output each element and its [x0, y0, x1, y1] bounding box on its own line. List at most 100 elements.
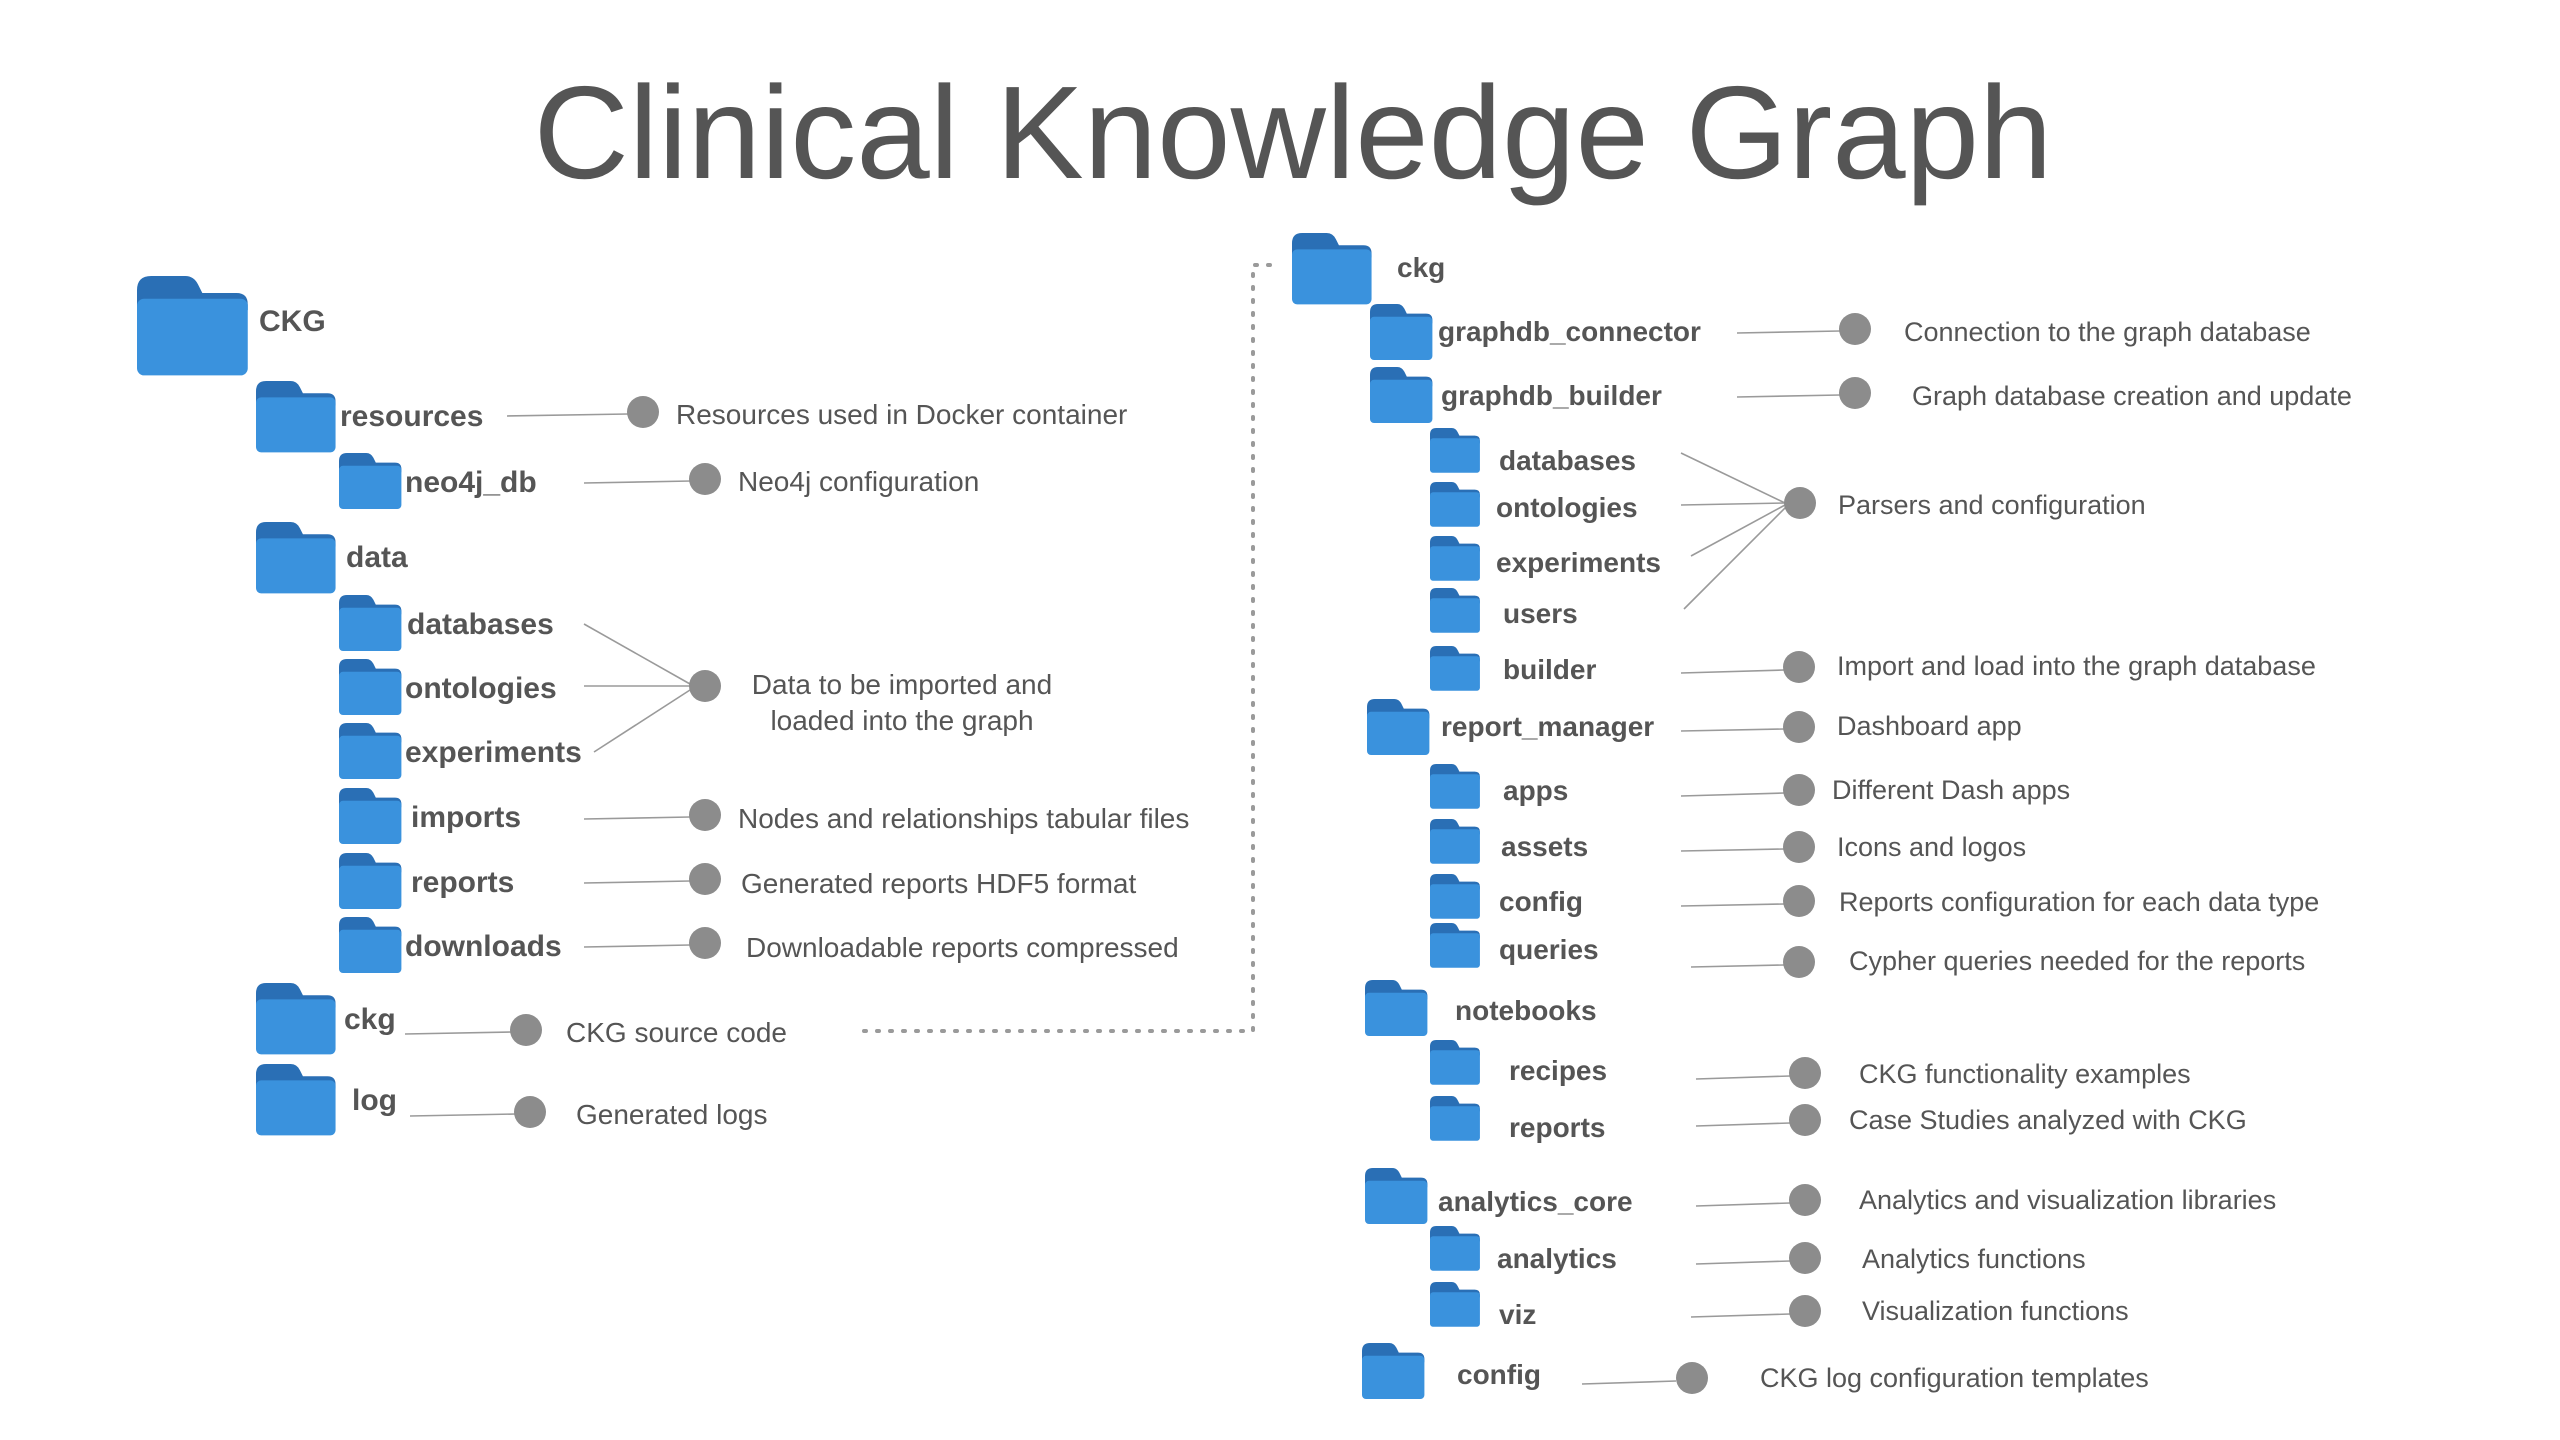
- folder-icon: [339, 917, 402, 973]
- connector-dot: [1783, 946, 1815, 978]
- desc-data-line2: loaded into the graph: [770, 705, 1033, 736]
- desc-neo4j-db: Neo4j configuration: [738, 466, 979, 497]
- connector-line: [593, 689, 691, 753]
- connector-line: [409, 1113, 517, 1117]
- connector-dot: [510, 1014, 542, 1046]
- connector-dot: [689, 463, 721, 495]
- folder-label-assets: assets: [1501, 831, 1588, 862]
- folder-icon: [1365, 980, 1428, 1036]
- connector-line: [1680, 452, 1786, 504]
- connector-dot: [1789, 1184, 1821, 1216]
- folder-icon: [1367, 699, 1430, 755]
- connector-line: [583, 816, 691, 820]
- desc-rm-config: Reports configuration for each data type: [1839, 887, 2319, 917]
- folder-icon: [339, 453, 402, 509]
- connector-line: [1581, 1380, 1677, 1385]
- folder-icon: [1292, 233, 1372, 305]
- folder-label-gb-databases: databases: [1499, 445, 1636, 476]
- folder-icon: [1430, 588, 1480, 633]
- desc-apps: Different Dash apps: [1832, 775, 2070, 805]
- desc-builder: Import and load into the graph database: [1837, 651, 2316, 681]
- folder-icon: [1365, 1168, 1428, 1224]
- folder-icon: [1370, 304, 1433, 360]
- desc-recipes: CKG functionality examples: [1859, 1059, 2191, 1089]
- folder-label-ckg: ckg: [344, 1003, 396, 1036]
- connector-dot: [689, 670, 721, 702]
- desc-analytics: Analytics functions: [1862, 1244, 2086, 1274]
- connector-dot: [1676, 1362, 1708, 1394]
- connector-dot: [1839, 313, 1871, 345]
- folder-icon: [1430, 1096, 1480, 1141]
- folder-icon: [1430, 428, 1480, 473]
- ckg-dotted-connector: [862, 263, 1278, 1033]
- connector-dot: [514, 1096, 546, 1128]
- connector-line: [1736, 394, 1841, 398]
- folder-label-graphdb-builder: graphdb_builder: [1441, 380, 1662, 411]
- folder-label-gb-experiments: experiments: [1496, 547, 1661, 578]
- connector-dot: [1839, 377, 1871, 409]
- folder-icon: [1370, 367, 1433, 423]
- connector-line: [583, 623, 691, 685]
- folder-label-databases: databases: [407, 608, 554, 641]
- folder-icon: [1430, 536, 1480, 581]
- desc-viz: Visualization functions: [1862, 1296, 2129, 1326]
- folder-label-analytics: analytics: [1497, 1243, 1617, 1274]
- connector-dot: [1783, 885, 1815, 917]
- desc-imports: Nodes and relationships tabular files: [738, 803, 1189, 834]
- connector-dot: [1783, 774, 1815, 806]
- folder-label-rm-config: config: [1499, 886, 1583, 917]
- connector-dot: [627, 396, 659, 428]
- folder-icon: [256, 381, 336, 453]
- folder-label-graphdb-connector: graphdb_connector: [1438, 316, 1701, 347]
- connector-dot: [689, 799, 721, 831]
- desc-parsers: Parsers and configuration: [1838, 490, 2146, 520]
- folder-icon: [1430, 819, 1480, 864]
- desc-graphdb-connector: Connection to the graph database: [1904, 317, 2311, 347]
- folder-label-data: data: [346, 541, 408, 574]
- folder-label-nb-reports: reports: [1509, 1112, 1605, 1143]
- desc-ckg: CKG source code: [566, 1017, 787, 1048]
- connector-line: [1695, 1202, 1791, 1207]
- desc-nb-reports: Case Studies analyzed with CKG: [1849, 1105, 2247, 1135]
- connector-dot: [689, 863, 721, 895]
- connector-dot: [1783, 831, 1815, 863]
- desc-config: CKG log configuration templates: [1760, 1363, 2149, 1393]
- connector-line: [583, 944, 691, 948]
- connector-line: [583, 480, 692, 484]
- folder-label-config: config: [1457, 1359, 1541, 1390]
- connector-line: [1683, 506, 1787, 610]
- folder-label-ckg-root: CKG: [259, 305, 326, 338]
- folder-label-gb-ontologies: ontologies: [1496, 492, 1638, 523]
- folder-label-downloads: downloads: [405, 930, 562, 963]
- left-tree: CKG resources Resources used in Docker c…: [137, 276, 1189, 1136]
- connector-dot: [1789, 1057, 1821, 1089]
- connector-line: [1736, 330, 1841, 334]
- folder-label-ontologies: ontologies: [405, 672, 557, 705]
- connector-dot: [1784, 487, 1816, 519]
- folder-label-report-manager: report_manager: [1441, 711, 1654, 742]
- connector-line: [1680, 848, 1785, 852]
- diagram-title: Clinical Knowledge Graph: [534, 59, 2053, 206]
- folder-label-experiments: experiments: [405, 736, 582, 769]
- folder-label-ckg-right-root: ckg: [1397, 252, 1445, 283]
- desc-downloads: Downloadable reports compressed: [746, 932, 1179, 963]
- desc-reports: Generated reports HDF5 format: [741, 868, 1136, 899]
- folder-label-queries: queries: [1499, 934, 1599, 965]
- connector-line: [1680, 502, 1786, 506]
- desc-log: Generated logs: [576, 1099, 767, 1130]
- connector-line: [1695, 1260, 1791, 1265]
- folder-icon: [256, 522, 336, 594]
- folder-label-gb-builder: builder: [1503, 654, 1596, 685]
- folder-icon: [1362, 1343, 1425, 1399]
- connector-line: [1690, 1313, 1791, 1318]
- connector-line: [1695, 1122, 1791, 1127]
- folder-icon: [1430, 482, 1480, 527]
- folder-icon: [1430, 1282, 1480, 1327]
- connector-dot: [1789, 1295, 1821, 1327]
- desc-analytics-core: Analytics and visualization libraries: [1859, 1185, 2276, 1215]
- folder-icon: [256, 983, 336, 1055]
- folder-label-apps: apps: [1503, 775, 1568, 806]
- folder-label-analytics-core: analytics_core: [1438, 1186, 1633, 1217]
- folder-label-viz: viz: [1499, 1299, 1536, 1330]
